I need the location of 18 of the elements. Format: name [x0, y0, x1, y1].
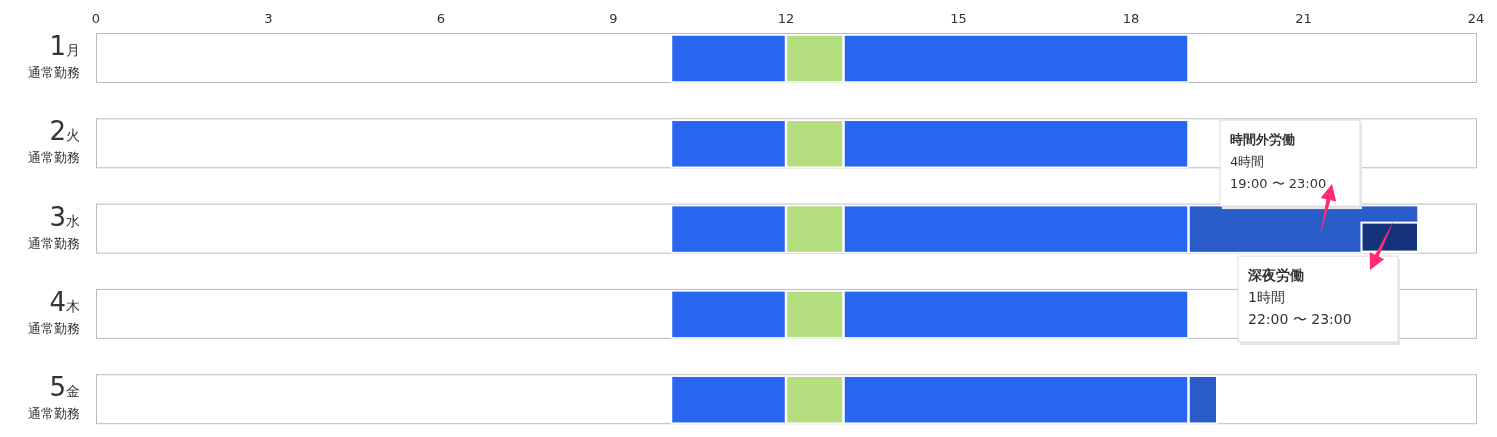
x-tick-label: 0 — [91, 11, 101, 26]
x-tick-label: 3 — [264, 11, 273, 26]
x-tick-label: 24 — [1467, 11, 1485, 26]
x-tick-label: 15 — [950, 11, 967, 26]
y-tick-label: 3水通常勤務 — [28, 201, 80, 251]
annotation: 時間外労働 4時間 19:00 〜 23:00 — [1230, 132, 1327, 192]
y-tick-label: 4木通常勤務 — [28, 286, 80, 336]
y-tick-label: 1月通常勤務 — [28, 31, 80, 80]
tooltip: 時間外労働 4時間 19:00 〜 23:00 — [1219, 119, 1362, 210]
tooltip: 深夜労働 1時間 22:00 〜 23:00 — [1237, 255, 1400, 346]
y-tick-label: 2火通常勤務 — [28, 116, 80, 166]
annotation: 深夜労働 1時間 22:00 〜 23:00 — [1247, 267, 1352, 328]
x-tick-label: 18 — [1122, 11, 1140, 26]
y-tick-label: 5金通常勤務 — [28, 372, 80, 422]
x-tick-label: 6 — [436, 11, 446, 26]
x-tick-label: 9 — [609, 11, 618, 26]
x-tick-label: 12 — [777, 11, 795, 26]
x-tick-label: 21 — [1295, 11, 1312, 26]
